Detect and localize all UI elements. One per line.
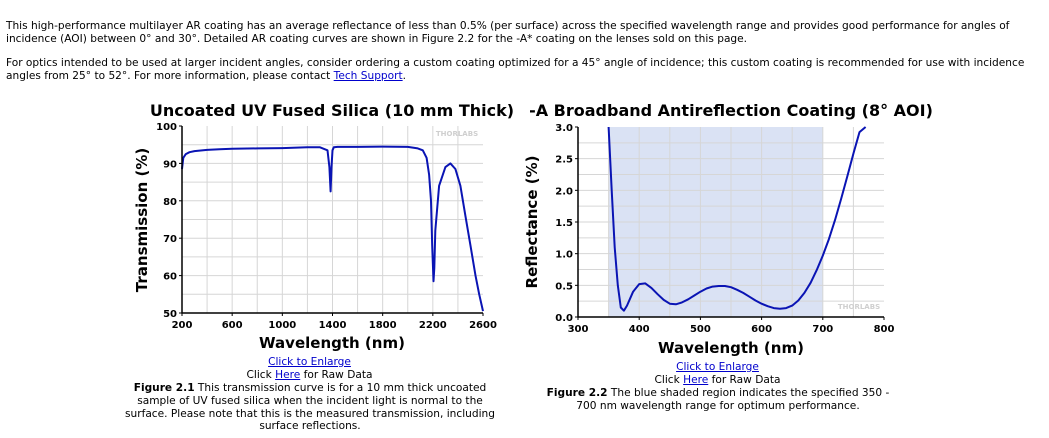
chart1-y-tick-label: 90 — [163, 159, 177, 170]
figure1-caption-label: Figure 2.1 — [133, 382, 195, 394]
chart1-x-tick-label: 2600 — [469, 320, 497, 331]
chart1-y-axis-label: Transmission (%) — [133, 148, 151, 292]
chart2-y-tick-label: 2.0 — [555, 186, 573, 197]
figure1-enlarge-link[interactable]: Click to Enlarge — [268, 356, 351, 368]
chart2-y-axis-label: Reflectance (%) — [523, 156, 541, 289]
chart1-watermark: THORLABS — [436, 130, 478, 138]
figure2-raw-data-link[interactable]: Here — [683, 374, 709, 386]
intro-paragraph-2-text: For optics intended to be used at larger… — [6, 57, 1025, 82]
chart1-x-tick-label: 600 — [222, 320, 243, 331]
figure1-enlarge: Click to Enlarge — [182, 356, 437, 369]
figure1-caption: Figure 2.1 This transmission curve is fo… — [124, 382, 496, 433]
figure1-raw-data: Click Here for Raw Data — [182, 369, 437, 382]
chart2-title: -A Broadband Antireflection Coating (8° … — [529, 101, 933, 120]
figure1-raw-prefix: Click — [246, 369, 276, 381]
chart2-axes — [577, 127, 884, 318]
figure2-caption: Figure 2.2 The blue shaded region indica… — [536, 387, 900, 413]
chart1-y-tick-label: 50 — [163, 309, 177, 320]
chart2-watermark: THORLABS — [838, 303, 880, 311]
chart1-y-tick-label: 70 — [163, 234, 177, 245]
intro-paragraph-1-text: This high-performance multilayer AR coat… — [6, 20, 1010, 45]
chart2-y-tick-label: 1.5 — [555, 218, 573, 229]
chart2-y-tick-label: 0.5 — [555, 281, 573, 292]
chart2-x-axis-label: Wavelength (nm) — [658, 339, 804, 357]
chart2-y-tick-label: 1.0 — [555, 250, 573, 261]
chart1-x-tick-label: 2200 — [419, 320, 447, 331]
chart1-title: Uncoated UV Fused Silica (10 mm Thick) — [150, 101, 514, 120]
chart2-series-line-0 — [607, 126, 867, 312]
chart1-x-tick-label: 1800 — [369, 320, 397, 331]
chart1-y-tick-label: 100 — [156, 122, 177, 133]
figure1-caption-text: This transmission curve is for a 10 mm t… — [125, 382, 495, 433]
chart1-x-tick-label: 200 — [172, 320, 193, 331]
figure2-raw-prefix: Click — [654, 374, 684, 386]
figure2-enlarge-link[interactable]: Click to Enlarge — [676, 361, 759, 373]
chart1-x-axis-label: Wavelength (nm) — [259, 334, 405, 352]
intro-paragraph-1: This high-performance multilayer AR coat… — [6, 20, 1042, 46]
chart1-x-tick-label: 1400 — [319, 320, 347, 331]
chart2-x-tick-label: 500 — [690, 324, 711, 335]
figure2-enlarge: Click to Enlarge — [590, 361, 845, 374]
chart1-axes — [181, 126, 483, 314]
chart2-y-tick-label: 0.0 — [555, 313, 573, 324]
chart2-plot-area: 300 400 500 600 700 800 0.0 0.5 1.0 1.5 2.0 2.5 3.0 — [555, 123, 894, 335]
intro-paragraph-2-end: . — [402, 70, 407, 82]
intro-paragraph-2: For optics intended to be used at larger… — [6, 57, 1042, 83]
chart1-x-tick-label: 1000 — [268, 320, 296, 331]
tech-support-link[interactable]: Tech Support — [333, 70, 403, 82]
figure1-raw-data-link[interactable]: Here — [275, 369, 301, 381]
chart1-series-line-0 — [181, 145, 484, 312]
chart1-y-tick-label: 60 — [163, 272, 177, 283]
figure1-raw-suffix: for Raw Data — [300, 369, 373, 381]
chart2-x-tick-label: 400 — [629, 324, 650, 335]
chart2-x-tick-label: 700 — [812, 324, 833, 335]
chart2-y-tick-label: 2.5 — [555, 155, 573, 166]
figure2-raw-data: Click Here for Raw Data — [590, 374, 845, 387]
figure2-raw-suffix: for Raw Data — [708, 374, 781, 386]
chart2-x-tick-label: 800 — [874, 324, 895, 335]
chart2-y-tick-label: 3.0 — [555, 123, 573, 134]
chart1-y-tick-label: 80 — [163, 197, 177, 208]
figure2-caption-text: The blue shaded region indicates the spe… — [576, 387, 890, 412]
figure2-caption-label: Figure 2.2 — [546, 387, 608, 399]
chart2-x-tick-label: 300 — [568, 324, 589, 335]
chart1-plot-area: 200 600 1000 1400 1800 2200 2600 50 60 70 80 90 100 — [156, 122, 497, 331]
chart2-shaded-region — [608, 127, 823, 317]
chart2-x-tick-label: 600 — [751, 324, 772, 335]
